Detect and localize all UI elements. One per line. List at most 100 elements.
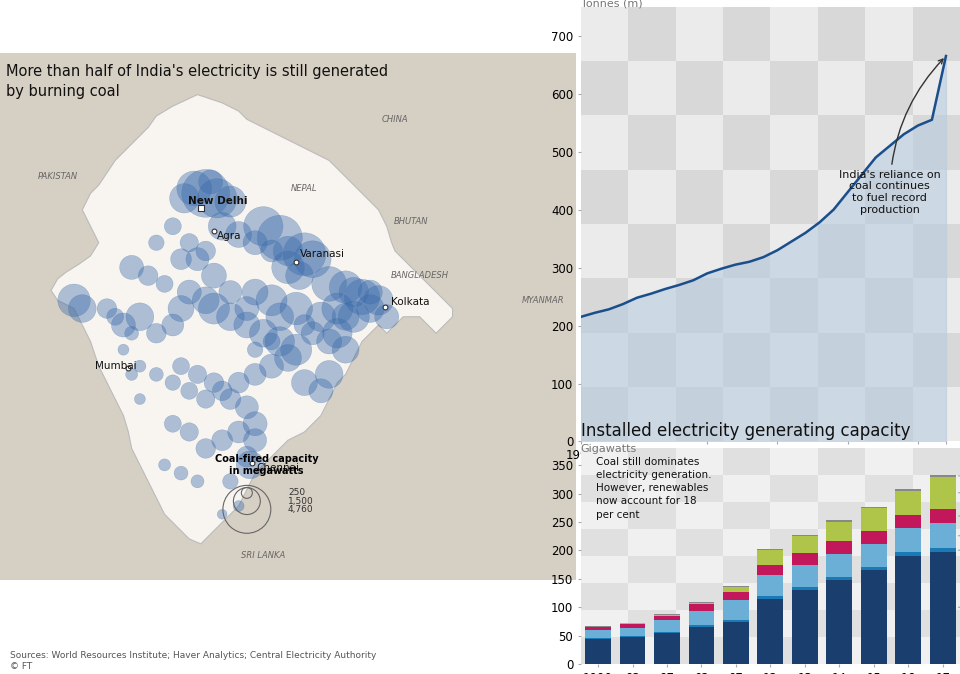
Bar [930, 552, 956, 664]
Point [198, 394, 213, 404]
Bar [818, 448, 865, 475]
Point [140, 270, 156, 281]
Bar [771, 170, 818, 224]
Text: Sources: World Resources Institute; Haver Analytics; Central Electricity Authori: Sources: World Resources Institute; Have… [10, 651, 376, 671]
Bar [913, 637, 960, 664]
Point [214, 221, 229, 232]
Text: 250: 250 [288, 489, 305, 497]
Bar [818, 529, 865, 556]
Text: 4,760: 4,760 [288, 505, 314, 514]
Point [116, 344, 132, 355]
Bar [930, 523, 956, 548]
Point [149, 237, 164, 248]
Bar [723, 502, 770, 529]
Bar [913, 224, 960, 278]
Bar [818, 387, 865, 441]
Bar [771, 115, 818, 170]
Point [181, 237, 197, 248]
Bar [723, 224, 771, 278]
Bar [676, 278, 723, 333]
Point [165, 419, 180, 429]
Bar [723, 170, 771, 224]
Bar [818, 170, 865, 224]
Bar [896, 515, 922, 528]
Text: BANGLADESH: BANGLADESH [391, 271, 448, 280]
Bar [581, 637, 628, 664]
Point [363, 303, 378, 314]
Bar [896, 552, 922, 556]
Bar [770, 556, 818, 583]
Bar [581, 583, 628, 610]
Point [206, 377, 222, 388]
Point [272, 311, 287, 322]
Point [181, 286, 197, 297]
Bar [827, 541, 852, 554]
Text: Mumbai: Mumbai [95, 361, 137, 371]
Bar [865, 278, 913, 333]
Point [174, 254, 189, 265]
Point [371, 295, 386, 306]
Text: More than half of India's electricity is still generated
by burning coal: More than half of India's electricity is… [6, 64, 388, 99]
Bar [930, 548, 956, 552]
Point [289, 344, 304, 355]
Bar [676, 448, 723, 475]
Bar [770, 475, 818, 502]
Bar [723, 587, 749, 592]
Bar [676, 502, 723, 529]
Point [379, 311, 395, 322]
Bar [865, 170, 913, 224]
Bar [628, 333, 676, 387]
Point [248, 419, 263, 429]
Text: NEPAL: NEPAL [291, 184, 318, 193]
Point [297, 377, 312, 388]
Bar [581, 61, 628, 115]
Bar [770, 610, 818, 637]
Bar [913, 115, 960, 170]
Bar [628, 61, 676, 115]
Bar [827, 554, 852, 576]
Bar [827, 522, 852, 541]
Point [165, 319, 180, 330]
Bar [861, 508, 887, 531]
Bar [770, 583, 818, 610]
Point [272, 233, 287, 243]
Bar [723, 592, 749, 601]
Point [75, 303, 90, 314]
Point [214, 435, 229, 446]
Bar [585, 639, 611, 664]
Point [132, 311, 148, 322]
Point [248, 369, 263, 379]
Text: 1,500: 1,500 [288, 497, 314, 506]
Bar [818, 610, 865, 637]
Bar [585, 627, 611, 630]
Bar [676, 583, 723, 610]
Bar [818, 333, 865, 387]
Text: SRI LANKA: SRI LANKA [241, 551, 285, 560]
Point [223, 394, 238, 404]
Bar [723, 333, 771, 387]
Bar [619, 623, 645, 627]
Point [264, 295, 279, 306]
Point [231, 501, 247, 512]
Point [347, 311, 362, 322]
Bar [913, 529, 960, 556]
Bar [628, 556, 676, 583]
Bar [628, 170, 676, 224]
Bar [628, 7, 676, 61]
Bar [771, 7, 818, 61]
Bar [757, 596, 783, 599]
Point [322, 336, 337, 347]
Point [124, 262, 139, 273]
Point [239, 504, 254, 515]
Bar [628, 637, 676, 664]
Bar [913, 502, 960, 529]
Point [193, 203, 208, 214]
Bar [619, 627, 645, 636]
Point [239, 452, 254, 462]
Bar [757, 549, 783, 551]
Polygon shape [51, 94, 452, 544]
Bar [771, 224, 818, 278]
Text: Diesel: Diesel [958, 472, 960, 482]
Bar [688, 602, 714, 603]
Point [198, 245, 213, 256]
